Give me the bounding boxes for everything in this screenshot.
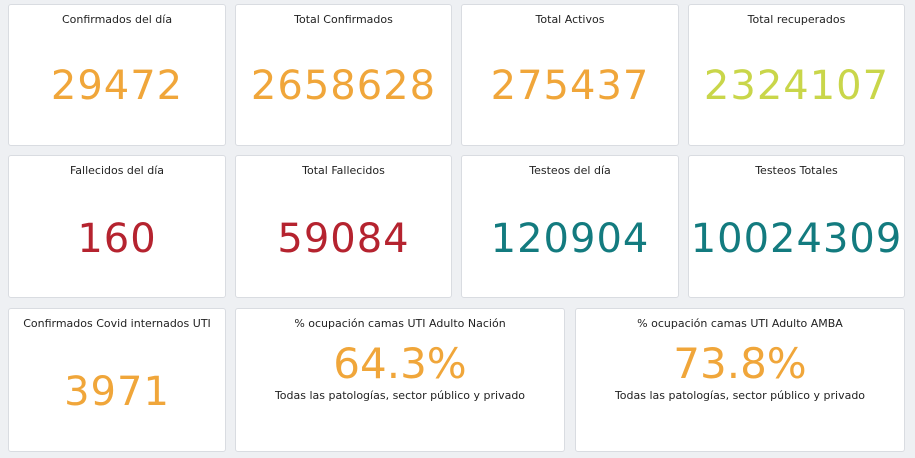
card-total-activos: Total Activos 275437: [461, 4, 679, 146]
card-fallecidos-del-dia: Fallecidos del día 160: [8, 155, 226, 298]
card-value: 2658628: [250, 63, 437, 109]
card-value: 160: [77, 216, 157, 262]
card-value: 10024309: [690, 216, 903, 262]
card-title: Confirmados Covid internados UTI: [23, 317, 211, 330]
card-value: 73.8%: [673, 339, 807, 388]
card-testeos-del-dia: Testeos del día 120904: [461, 155, 679, 298]
card-subtitle: Todas las patologías, sector público y p…: [614, 389, 866, 402]
card-value: 3971: [64, 369, 170, 415]
card-title: Total recuperados: [747, 13, 846, 26]
card-total-recuperados: Total recuperados 2324107: [688, 4, 905, 146]
card-value: 2324107: [703, 63, 890, 109]
card-title: Total Confirmados: [294, 13, 393, 26]
card-title: Confirmados del día: [61, 13, 173, 26]
card-testeos-totales: Testeos Totales 10024309: [688, 155, 905, 298]
card-title: Testeos del día: [529, 164, 611, 177]
card-value: 29472: [50, 63, 184, 109]
card-title: Fallecidos del día: [69, 164, 165, 177]
card-title: Testeos Totales: [755, 164, 838, 177]
card-title: Total Fallecidos: [302, 164, 385, 177]
card-value: 120904: [490, 216, 650, 262]
card-ocupacion-uti-amba: % ocupación camas UTI Adulto AMBA 73.8% …: [575, 308, 905, 452]
card-title: % ocupación camas UTI Adulto AMBA: [637, 317, 843, 330]
card-confirmados-internados-uti: Confirmados Covid internados UTI 3971: [8, 308, 226, 452]
card-total-fallecidos: Total Fallecidos 59084: [235, 155, 452, 298]
card-value: 64.3%: [333, 339, 467, 388]
card-value: 59084: [277, 216, 410, 262]
card-confirmados-del-dia: Confirmados del día 29472: [8, 4, 226, 146]
card-ocupacion-uti-nacion: % ocupación camas UTI Adulto Nación 64.3…: [235, 308, 565, 452]
card-title: Total Activos: [535, 13, 605, 26]
card-value: 275437: [490, 63, 650, 109]
card-subtitle: Todas las patologías, sector público y p…: [274, 389, 526, 402]
card-title: % ocupación camas UTI Adulto Nación: [294, 317, 506, 330]
card-total-confirmados: Total Confirmados 2658628: [235, 4, 452, 146]
